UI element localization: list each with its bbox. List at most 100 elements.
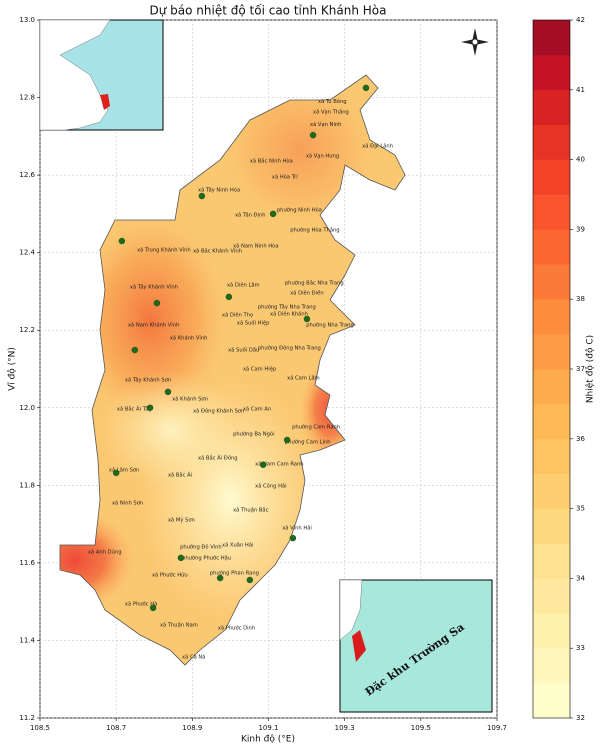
place-label: xã Trung Khánh Vĩnh (137, 246, 191, 253)
place-label: xã Hòa Trí (272, 174, 298, 181)
place-label: xã Bắc Ái Tây (117, 405, 152, 412)
place-label: xã Nam Khánh Vĩnh (128, 322, 179, 329)
place-label: xã Mỹ Sơn (168, 517, 195, 523)
place-label: phường Ba Ngòi (233, 431, 274, 438)
colorbar-band (533, 20, 570, 56)
colorbar-tick-label: 41 (576, 86, 585, 94)
station (153, 299, 161, 307)
colorbar-band (533, 508, 570, 544)
place-label: xã Cà Ná (182, 654, 205, 661)
place-label: xã Công Hải (255, 483, 286, 490)
province-outline (59, 74, 406, 666)
colorbar-tick-label: 37 (576, 365, 585, 373)
place-label: xã Cam Hiệp (243, 366, 277, 373)
colorbar-band (533, 613, 570, 649)
place-label: xã Lâm Sơn (109, 466, 139, 473)
place-label: xã Bắc Ái (168, 471, 192, 478)
station (246, 576, 254, 584)
y-tick-label: 12.2 (19, 326, 35, 334)
inset-vietnam (39, 19, 164, 131)
colorbar-band (533, 194, 570, 230)
y-tick-label: 12.6 (19, 171, 35, 179)
x-tick-label: 109.7 (487, 724, 507, 732)
place-label: phường Đô Vinh (180, 543, 222, 550)
station (216, 574, 224, 582)
y-tick-label: 11.4 (19, 636, 35, 644)
colorbar-band (533, 438, 570, 474)
place-label: xã Khánh Vĩnh (170, 334, 208, 341)
station (259, 461, 267, 468)
place-label: xã Cam An (243, 406, 271, 412)
colorbar-band (533, 543, 570, 579)
place-label: xã Bắc Ninh Hòa (250, 158, 293, 165)
place-label: xã Bắc Khánh Vĩnh (193, 248, 242, 255)
colorbar-tick-label: 40 (576, 156, 585, 164)
place-label: xã Phước Dinh (218, 625, 255, 632)
place-label: xã Tây Khánh Sơn (125, 376, 171, 383)
station (198, 192, 206, 200)
place-label: xã Đại Lãnh (362, 144, 393, 150)
place-label: phường Tây Nha Trang (258, 303, 316, 310)
colorbar-band (533, 403, 570, 440)
colorbar-band (533, 54, 570, 91)
place-label: xã Tân Định (235, 212, 266, 219)
colorbar-band (533, 229, 570, 265)
place-label: phường Đông Nha Trang (258, 345, 321, 352)
place-label: xã Suối Dầu (228, 345, 259, 353)
station (289, 534, 297, 542)
x-tick-label: 109.1 (258, 724, 278, 732)
colorbar-band (533, 334, 570, 370)
colorbar-band (533, 299, 570, 335)
colorbar-label: Nhiệt độ (độ C) (585, 335, 596, 403)
place-label: phường Nha Trang (306, 321, 354, 328)
x-tick-label: 109.3 (335, 724, 355, 732)
place-label: xã Tây Khánh Vĩnh (130, 283, 178, 290)
place-label: xã Tây Ninh Hòa (198, 186, 240, 193)
station (146, 404, 154, 411)
colorbar-band (533, 648, 570, 684)
station (177, 554, 185, 562)
place-label: phường Hòa Thắng (290, 227, 339, 234)
place-label: xã Thuận Bắc (233, 507, 268, 514)
colorbar-band (533, 683, 570, 719)
place-label: xã Diên Điền (290, 288, 323, 296)
station (309, 131, 317, 139)
station (112, 469, 120, 477)
y-tick-label: 12.4 (19, 249, 35, 257)
place-label: xã Vạn Ninh (310, 122, 341, 128)
y-tick-label: 11.8 (19, 481, 35, 489)
place-label: xã Diên Thọ (222, 312, 253, 319)
place-label: xã Vạn Thắng (313, 108, 349, 115)
place-label: xã Diên Lâm (227, 281, 260, 288)
y-tick-label: 11.2 (19, 714, 35, 722)
place-label: xã Vĩnh Hải (282, 524, 312, 531)
x-tick-label: 109.5 (411, 724, 431, 732)
station (269, 210, 277, 218)
place-label: phường Cam Ranh (292, 424, 340, 431)
colorbar-band (533, 369, 570, 405)
colorbar-band (533, 473, 570, 509)
place-label: phường Phước Hậu (182, 554, 231, 561)
x-tick-label: 108.7 (106, 724, 126, 732)
y-tick-label: 13.0 (19, 16, 35, 24)
place-label: xã Đông Khánh Sơn (193, 407, 244, 414)
colorbar-band (533, 264, 570, 300)
chart-title: Dự báo nhiệt độ tối cao tỉnh Khánh Hòa (150, 4, 387, 18)
place-label: xã Anh Dũng (88, 550, 122, 556)
place-label: phường Bắc Nha Trang (285, 279, 344, 286)
place-label: xã Suối Hiệp (237, 320, 270, 327)
colorbar-band (533, 578, 570, 614)
y-axis-label: Vĩ độ (°N) (7, 347, 18, 391)
place-label: phường Ninh Hòa (277, 207, 322, 214)
colorbar-tick-label: 32 (576, 714, 585, 722)
place-label: xã Cam Lâm (287, 374, 320, 381)
place-label: xã Vạn Hưng (306, 154, 339, 160)
compass (461, 28, 489, 56)
colorbar-band (533, 124, 570, 160)
place-label: xã Nam Cam Ranh (255, 462, 303, 468)
x-tick-label: 108.5 (30, 724, 50, 732)
station (164, 388, 172, 396)
colorbar-tick-label: 36 (576, 435, 585, 443)
places: xã Tu Bông xã Vạn Thắng xã Vạn Ninh xã Đại … (88, 84, 393, 661)
